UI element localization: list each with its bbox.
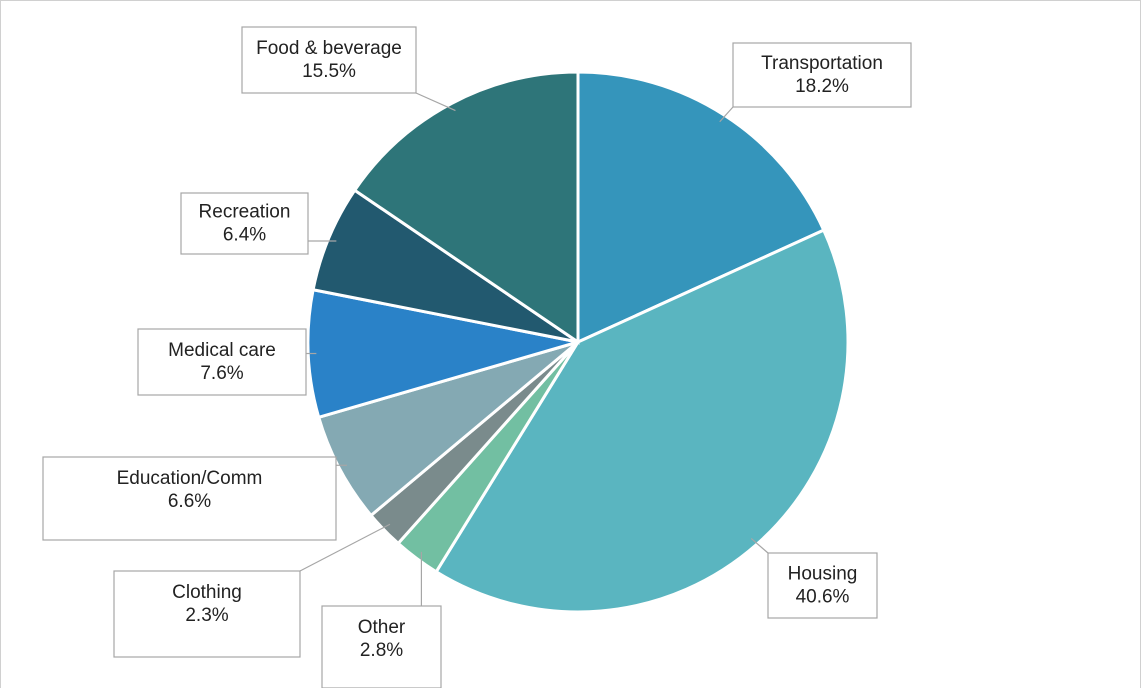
slice-label: Food & beverage: [256, 38, 402, 59]
pie-slice: [352, 70, 580, 345]
label-box: [113, 570, 301, 658]
slice-label: Housing: [788, 564, 858, 585]
pie-slice: [434, 228, 850, 614]
slice-label: Medical care: [168, 340, 276, 361]
label-box: [767, 552, 878, 619]
value-label: 7.6%: [200, 363, 243, 384]
value-label: 2.8%: [360, 640, 403, 661]
slice-label: Recreation: [199, 202, 291, 223]
slice-label: Education/Comm: [117, 468, 263, 489]
slice-label: Clothing: [172, 582, 242, 603]
value-label: 6.6%: [168, 491, 211, 512]
value-label: 2.3%: [185, 605, 228, 626]
value-label: 40.6%: [796, 587, 850, 608]
value-label: 18.2%: [795, 76, 849, 97]
label-box: [321, 605, 442, 688]
value-label: 6.4%: [223, 225, 266, 246]
value-label: 15.5%: [302, 61, 356, 82]
pie-slice: [316, 340, 579, 518]
leader-line: [299, 523, 391, 572]
slice-label: Transportation: [761, 53, 883, 74]
leader-line: [750, 538, 769, 554]
label-box: [137, 328, 307, 396]
label-box: [732, 42, 912, 108]
label-box: [42, 456, 337, 541]
label-box: [180, 192, 309, 255]
label-box: [241, 26, 417, 94]
pie-slice: [576, 70, 826, 345]
leader-line: [415, 92, 456, 112]
leader-line: [719, 106, 734, 123]
slice-label: Other: [358, 617, 406, 638]
